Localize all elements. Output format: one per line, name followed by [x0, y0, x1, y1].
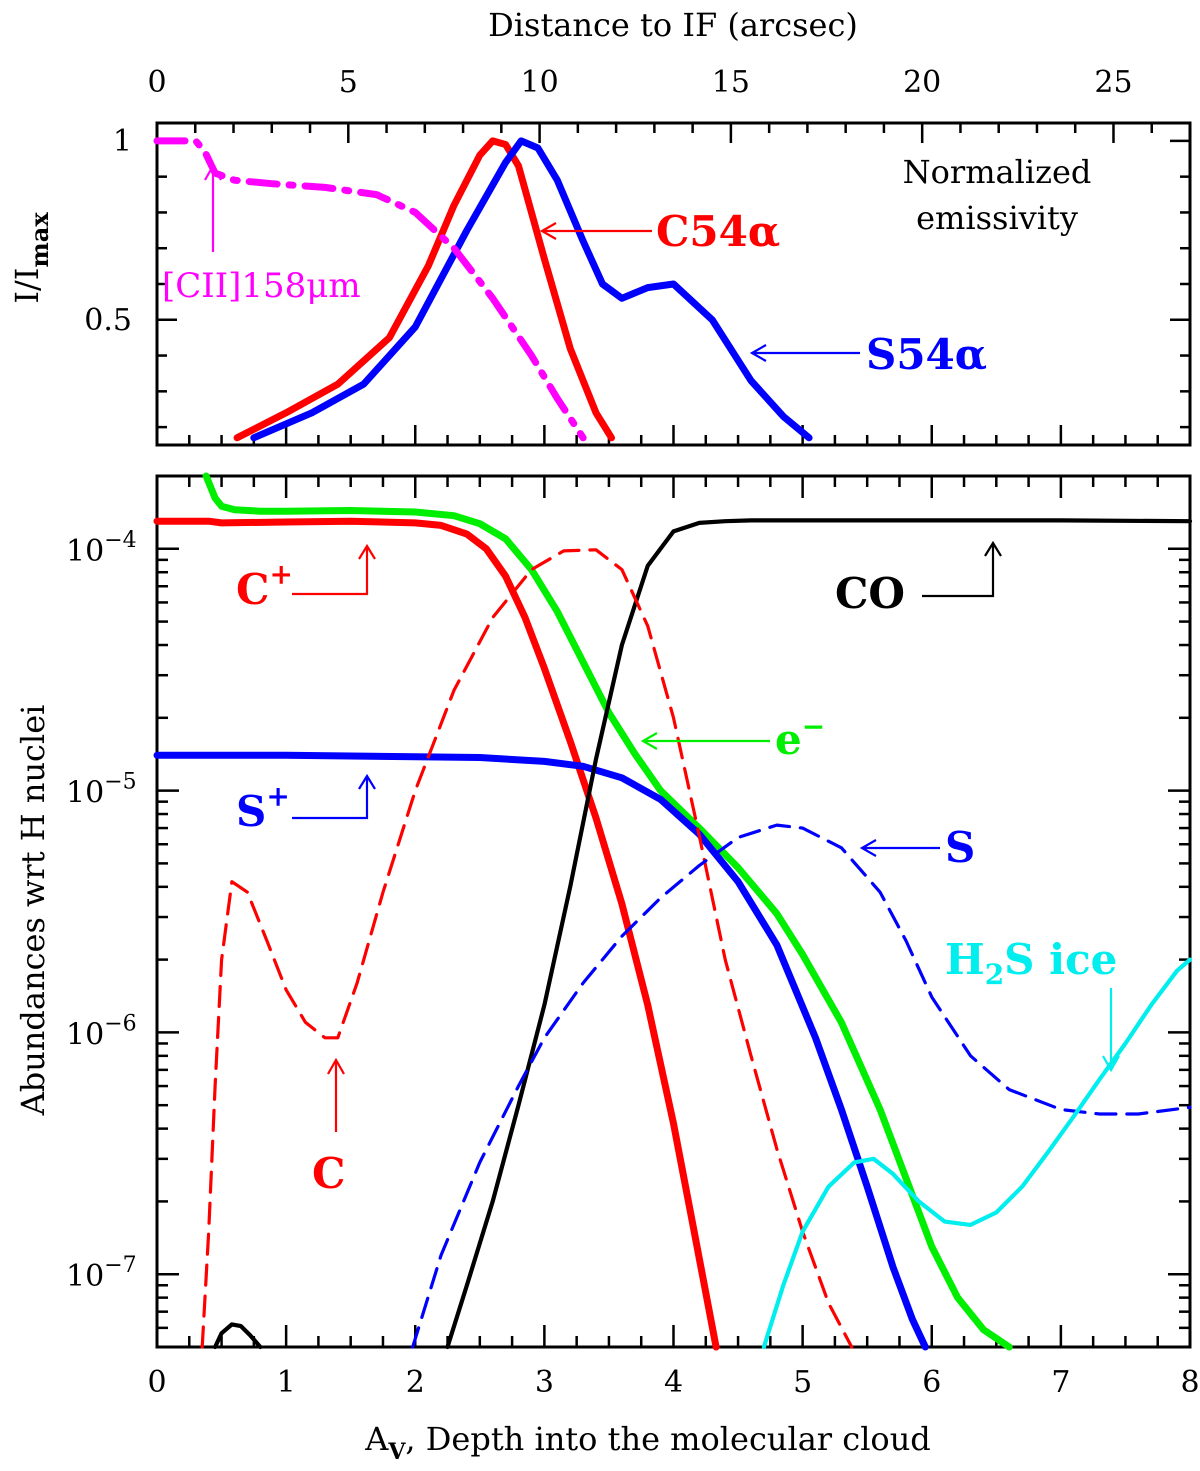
s54-label: S54α: [866, 330, 987, 379]
co-label: CO: [835, 569, 905, 618]
normalized-note-line1: Normalized: [903, 153, 1092, 191]
abundance-tick-label: 10−7: [66, 1253, 137, 1294]
emissivity-curves: [153, 137, 813, 442]
distance-tick-label: 10: [520, 65, 558, 100]
cplus-arrow: [292, 543, 376, 596]
s-label: S: [945, 823, 975, 872]
abundance-panel: 0 1 2 3 4 5 6 7 8 10−4 10−5 10−6 10−7 AV, Depth int…: [14, 472, 1200, 1465]
cii-label: [CII]158μm: [162, 266, 361, 306]
splus-label: S+: [236, 780, 290, 836]
splus-arrow: [292, 773, 376, 820]
depth-tick-label: 8: [1180, 1365, 1199, 1400]
abundance-curve-h2s-ice: [761, 957, 1193, 1350]
abundance-tick-label: 10−6: [66, 1011, 137, 1052]
distance-tick-label: 25: [1094, 65, 1132, 100]
abundance-axis-title: Abundances wrt H nuclei: [14, 705, 52, 1117]
abundance-curve-s: [411, 823, 1192, 1349]
depth-tick-label: 3: [535, 1365, 554, 1400]
co-arrow: [922, 540, 1002, 598]
abundance-tick-labels: 10−4 10−5 10−6 10−7: [66, 528, 137, 1294]
s54-arrow: [749, 344, 860, 362]
emissivity-curve--cii-158-m: [153, 137, 587, 442]
distance-tick-label: 5: [339, 65, 358, 100]
abundance-curves: [153, 472, 1193, 1351]
bottom-panel-ticks: [155, 474, 1192, 1349]
depth-tick-label: 4: [664, 1365, 683, 1400]
bottom-plot-frame: [155, 474, 1192, 1349]
abundance-curve-co: [445, 518, 1193, 1350]
abundance-curve-c: [200, 548, 854, 1349]
emissivity-tick-label: 0.5: [84, 303, 132, 338]
cplus-label: C+: [236, 558, 293, 614]
h2s-ice-arrow: [1102, 988, 1120, 1073]
abundance-tick-label: 10−5: [66, 770, 137, 811]
emissivity-curve-c54-: [233, 137, 615, 442]
depth-tick-label: 7: [1051, 1365, 1070, 1400]
emissivity-tick-label: 1: [113, 124, 132, 159]
depth-tick-labels: 0 1 2 3 4 5 6 7 8: [147, 1365, 1199, 1400]
cii-arrow: [204, 163, 222, 252]
abundance-curve-co-small: [213, 1322, 263, 1350]
depth-tick-label: 2: [406, 1365, 425, 1400]
c54-label: C54α: [656, 207, 780, 256]
depth-tick-label: 5: [793, 1365, 812, 1400]
abundance-curve-c-: [153, 517, 720, 1351]
eminus-label: e−: [775, 710, 825, 764]
depth-tick-label: 1: [277, 1365, 296, 1400]
distance-tick-label: 20: [903, 65, 941, 100]
abundance-curve-e-: [202, 472, 1013, 1351]
depth-tick-label: 6: [922, 1365, 941, 1400]
c-label: C: [312, 1149, 345, 1198]
abundance-curve-s-: [153, 751, 929, 1351]
emissivity-tick-labels: 10.5: [84, 124, 132, 338]
distance-tick-label: 15: [712, 65, 750, 100]
emissivity-panel: 0 5 10 15 20 25 10.5 Distance to IF (arcsec) …: [8, 6, 1192, 447]
intensity-axis-title: I/Imax: [8, 212, 54, 304]
c-arrow: [327, 1057, 345, 1132]
normalized-note-line2: emissivity: [916, 199, 1078, 237]
emissivity-curve-s54-: [250, 137, 813, 442]
h2s-ice-label: H2S ice: [945, 935, 1117, 991]
depth-tick-label: 0: [147, 1365, 166, 1400]
distance-tick-labels: 0 5 10 15 20 25: [147, 65, 1132, 100]
abundance-tick-label: 10−4: [66, 528, 137, 569]
eminus-arrow: [640, 732, 770, 750]
distance-axis-title: Distance to IF (arcsec): [488, 6, 858, 44]
c54-arrow: [539, 222, 652, 240]
s-arrow: [859, 839, 940, 857]
distance-tick-label: 0: [147, 65, 166, 100]
depth-axis-title: AV, Depth into the molecular cloud: [364, 1420, 931, 1465]
